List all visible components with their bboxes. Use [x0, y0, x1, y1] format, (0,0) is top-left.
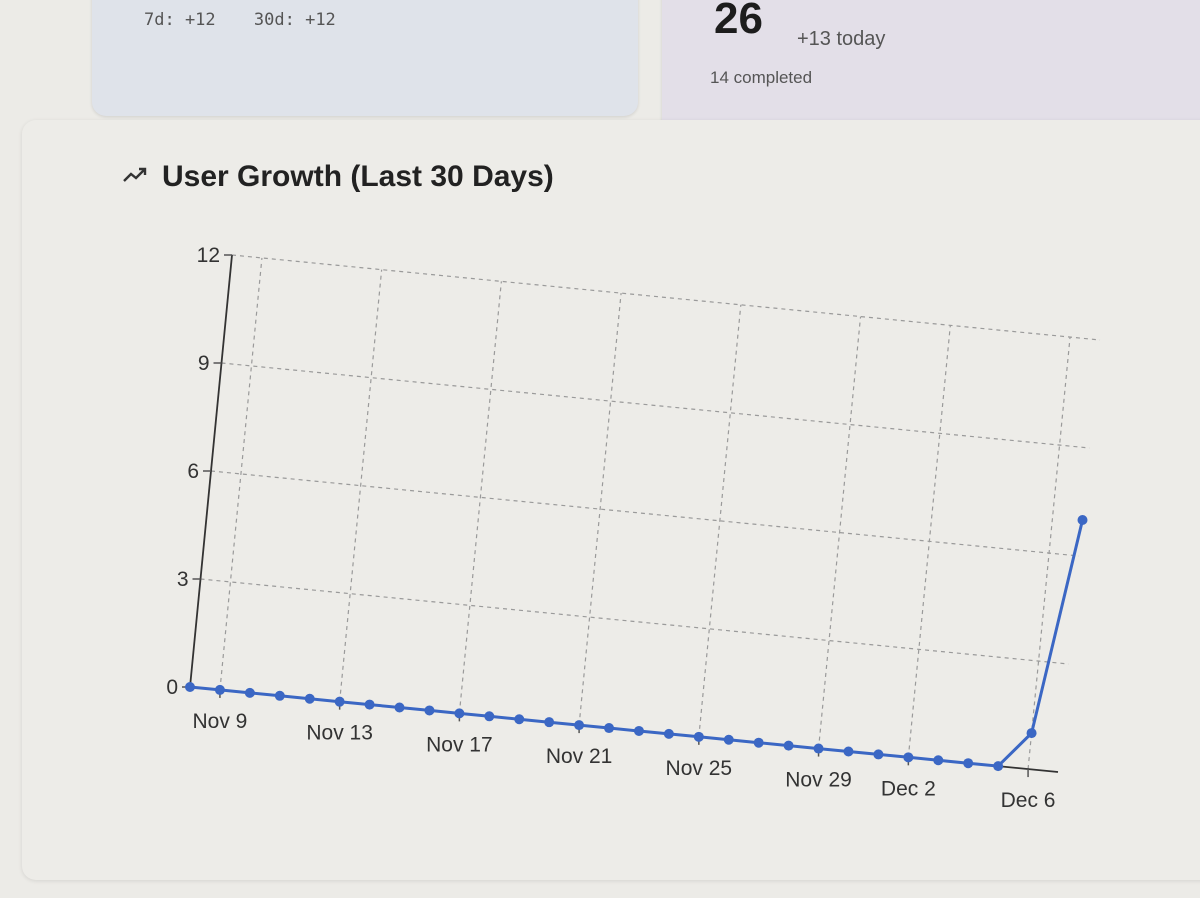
- data-point: [663, 728, 674, 739]
- trending-up-icon: [122, 164, 148, 190]
- data-point: [933, 755, 944, 766]
- period-stats: 7d: +12 30d: +12: [144, 10, 364, 30]
- stat-value: 26: [714, 0, 763, 43]
- x-tick-label: Nov 29: [785, 769, 852, 792]
- data-point: [693, 731, 704, 742]
- data-point: [1077, 515, 1088, 525]
- chart-axes: [189, 254, 1059, 773]
- grid-line-v: [578, 293, 622, 726]
- y-tick-label: 6: [187, 460, 199, 483]
- grid-line-h: [210, 470, 1080, 557]
- x-tick-label: Nov 17: [426, 733, 493, 756]
- data-point: [424, 705, 435, 716]
- grid-line-v: [219, 257, 263, 690]
- data-point: [214, 684, 225, 695]
- grid-line-v: [1027, 337, 1071, 770]
- stat-completed: 14 completed: [710, 68, 813, 87]
- y-axis-ticks: 0 3 6 9 12: [166, 244, 232, 699]
- y-tick-label: 9: [198, 352, 210, 375]
- stat-7d: 7d: +12: [144, 10, 216, 30]
- data-point: [604, 723, 615, 734]
- data-point: [723, 734, 734, 745]
- data-point: [334, 696, 345, 707]
- grid-line-v: [698, 304, 742, 737]
- x-tick-label: Nov 13: [306, 722, 373, 745]
- user-growth-card: [22, 120, 1200, 880]
- x-tick-label: Dec 6: [1001, 789, 1056, 812]
- data-point: [274, 690, 285, 701]
- data-point: [903, 752, 914, 763]
- data-point: [244, 687, 255, 698]
- data-point: [514, 714, 525, 725]
- data-point: [993, 761, 1004, 772]
- grid-line-h: [200, 578, 1069, 665]
- data-point: [185, 682, 195, 692]
- grid-line-h: [231, 254, 1101, 341]
- data-point: [843, 746, 854, 757]
- x-tick-label: Dec 2: [881, 777, 936, 800]
- data-point: [544, 717, 555, 728]
- data-point: [364, 699, 375, 710]
- chart-grid: [200, 254, 1101, 770]
- grid-line-v: [907, 325, 951, 758]
- grid-line-v: [817, 316, 862, 749]
- data-point: [454, 708, 465, 719]
- series-points: [185, 515, 1088, 772]
- x-tick-label: Nov 25: [666, 757, 733, 780]
- x-tick-label: Nov 9: [193, 710, 248, 733]
- y-tick-label: 0: [166, 676, 178, 699]
- chart-header: User Growth (Last 30 Days): [122, 160, 554, 194]
- data-point: [783, 740, 794, 751]
- grid-line-h: [221, 362, 1090, 449]
- y-tick-label: 12: [197, 244, 220, 267]
- data-point: [1026, 728, 1037, 739]
- data-point: [963, 758, 974, 769]
- data-point: [394, 702, 405, 713]
- data-point: [873, 749, 884, 760]
- data-point: [753, 737, 764, 748]
- data-point: [304, 693, 315, 704]
- chart-title: User Growth (Last 30 Days): [162, 160, 554, 193]
- data-point: [633, 725, 644, 736]
- grid-line-v: [339, 269, 383, 702]
- stat-today: +13 today: [797, 28, 886, 50]
- x-tick-label: Nov 21: [546, 745, 613, 768]
- grid-line-v: [458, 281, 502, 714]
- stats-card-left: 7d: +12 30d: +12: [92, 0, 638, 116]
- stat-30d: 30d: +12: [253, 10, 336, 30]
- x-axis-ticks: Nov 9 Nov 13 Nov 17 Nov 21 Nov 25 Nov 29 Dec 2…: [193, 689, 1056, 812]
- data-point: [813, 743, 824, 754]
- data-point: [484, 711, 495, 722]
- y-tick-label: 3: [177, 568, 189, 591]
- data-point: [574, 720, 585, 731]
